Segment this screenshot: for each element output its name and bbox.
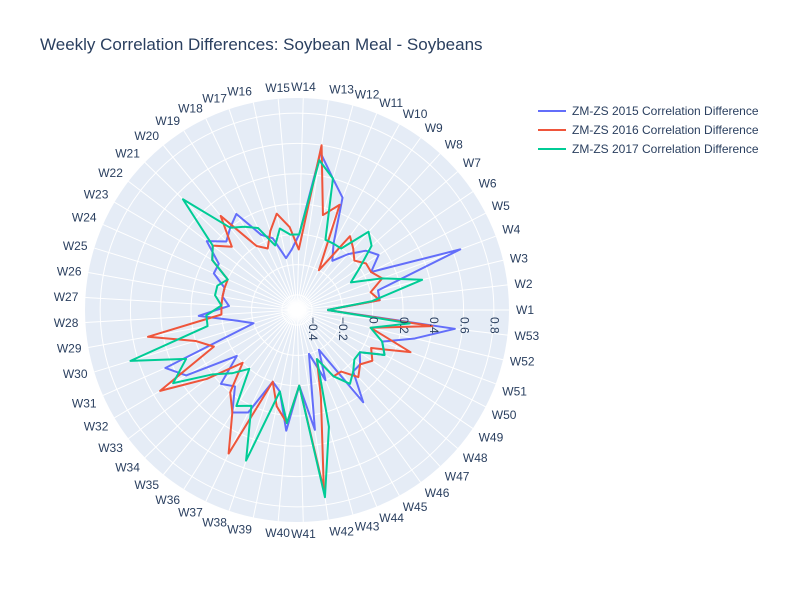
angular-tick-label: W5 xyxy=(492,199,510,213)
angular-tick-label: W20 xyxy=(134,129,159,143)
angular-tick-label: W26 xyxy=(57,264,82,278)
angular-tick-label: W17 xyxy=(202,92,227,106)
angular-tick-label: W28 xyxy=(54,316,79,330)
angular-tick-label: W2 xyxy=(515,277,533,291)
polar-grid xyxy=(85,98,509,522)
legend-label[interactable]: ZM-ZS 2016 Correlation Difference xyxy=(572,123,759,137)
angular-tick-label: W43 xyxy=(355,519,380,533)
angular-tick-label: W23 xyxy=(84,188,109,202)
series-layer xyxy=(129,144,462,499)
angular-tick-label: W53 xyxy=(515,329,540,343)
angular-tick-label: W16 xyxy=(227,85,252,99)
angular-tick-label: W52 xyxy=(510,354,535,368)
angular-tick-label: W40 xyxy=(265,526,290,540)
angular-tick-label: W8 xyxy=(445,137,463,151)
angular-tick-label: W11 xyxy=(379,96,403,110)
radial-tick-label: 0.8 xyxy=(488,317,502,334)
angular-tick-label: W33 xyxy=(98,441,123,455)
radial-tick-label: 0 xyxy=(367,317,381,324)
angular-tick-label: W50 xyxy=(492,408,517,422)
angular-tick-labels: W1W2W3W4W5W6W7W8W9W10W11W12W13W14W15W16W… xyxy=(54,80,540,541)
series-line-3 xyxy=(129,159,424,499)
angular-tick-label: W44 xyxy=(379,511,404,525)
angular-tick-label: W34 xyxy=(115,461,140,475)
angular-tick-label: W38 xyxy=(202,516,227,530)
angular-tick-label: W30 xyxy=(63,367,88,381)
radial-tick-label: 0.2 xyxy=(397,317,411,334)
angular-tick-label: W15 xyxy=(265,81,290,95)
chart-title: Weekly Correlation Differences: Soybean … xyxy=(40,35,483,54)
angular-tick-label: W27 xyxy=(54,290,79,304)
angular-tick-label: W49 xyxy=(479,430,504,444)
angular-tick-label: W47 xyxy=(445,470,470,484)
angular-tick-label: W6 xyxy=(479,177,497,191)
radial-grid-circle xyxy=(160,173,434,447)
angular-tick-label: W37 xyxy=(178,506,203,520)
angular-tick-label: W22 xyxy=(98,166,123,180)
angular-tick-label: W24 xyxy=(72,211,97,225)
radial-grid-circle xyxy=(129,142,465,478)
angular-tick-label: W21 xyxy=(115,147,140,161)
angular-tick-label: W48 xyxy=(463,451,488,465)
angular-tick-label: W39 xyxy=(227,522,252,536)
angular-tick-label: W41 xyxy=(291,527,316,541)
radial-grid-circle xyxy=(99,112,495,508)
angular-tick-label: W19 xyxy=(155,114,180,128)
radial-tick-labels: −0.4 −0.2 0 0.2 0.4 0.6 0.8 xyxy=(306,317,502,341)
legend-label[interactable]: ZM-ZS 2015 Correlation Difference xyxy=(572,104,759,118)
angular-tick-label: W1 xyxy=(516,303,534,317)
angular-tick-label: W25 xyxy=(63,239,88,253)
angular-tick-label: W29 xyxy=(57,342,82,356)
series-line-2 xyxy=(146,144,434,491)
radial-tick-label: −0.4 xyxy=(306,317,320,341)
angular-tick-label: W18 xyxy=(178,101,203,115)
radial-grid-circle xyxy=(281,294,313,326)
angular-tick-label: W9 xyxy=(425,121,443,135)
legend-label[interactable]: ZM-ZS 2017 Correlation Difference xyxy=(572,142,759,156)
radial-tick-label: 0.4 xyxy=(427,317,441,334)
radial-tick-label: −0.2 xyxy=(336,317,350,341)
angular-tick-label: W31 xyxy=(72,396,97,410)
angular-tick-label: W12 xyxy=(355,88,380,102)
angular-tick-label: W10 xyxy=(403,107,428,121)
radial-grid-circle xyxy=(190,203,404,417)
angular-tick-label: W3 xyxy=(510,252,528,266)
angular-tick-label: W4 xyxy=(502,223,520,237)
radial-grid-circle xyxy=(251,264,343,356)
angular-tick-label: W42 xyxy=(329,525,354,539)
legend: ZM-ZS 2015 Correlation Difference ZM-ZS 2… xyxy=(538,104,759,156)
angular-tick-label: W14 xyxy=(291,80,316,94)
angular-tick-label: W51 xyxy=(502,384,527,398)
angular-tick-label: W13 xyxy=(329,82,354,96)
angular-tick-label: W45 xyxy=(403,500,428,514)
angular-tick-label: W46 xyxy=(425,486,450,500)
radial-tick-label: 0.6 xyxy=(457,317,471,334)
angular-tick-label: W35 xyxy=(134,478,159,492)
angular-tick-label: W7 xyxy=(463,156,481,170)
angular-tick-label: W36 xyxy=(155,493,180,507)
angular-tick-label: W32 xyxy=(84,419,109,433)
